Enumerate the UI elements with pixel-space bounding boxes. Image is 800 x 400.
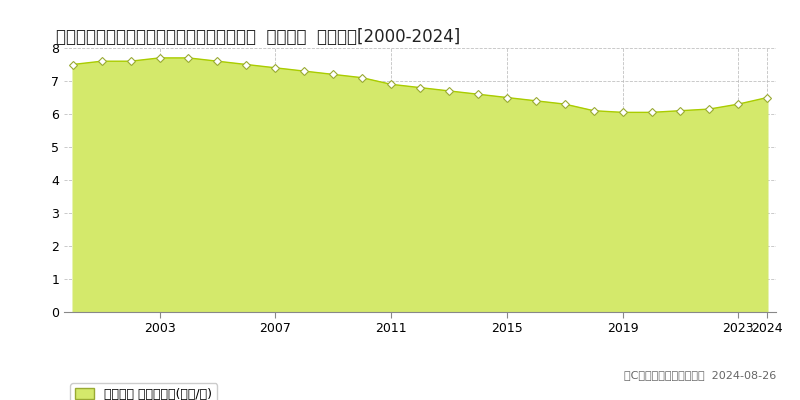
Text: （C）土地価格ドットコム  2024-08-26: （C）土地価格ドットコム 2024-08-26 [624,370,776,380]
Legend: 地価公示 平均坪単価(万円/坪): 地価公示 平均坪単価(万円/坪) [70,383,217,400]
Text: 鳳取県西伯郡日吉津村大字今吉２８１番２外  地価公示  地価推移[2000-2024]: 鳳取県西伯郡日吉津村大字今吉２８１番２外 地価公示 地価推移[2000-2024… [56,28,460,46]
